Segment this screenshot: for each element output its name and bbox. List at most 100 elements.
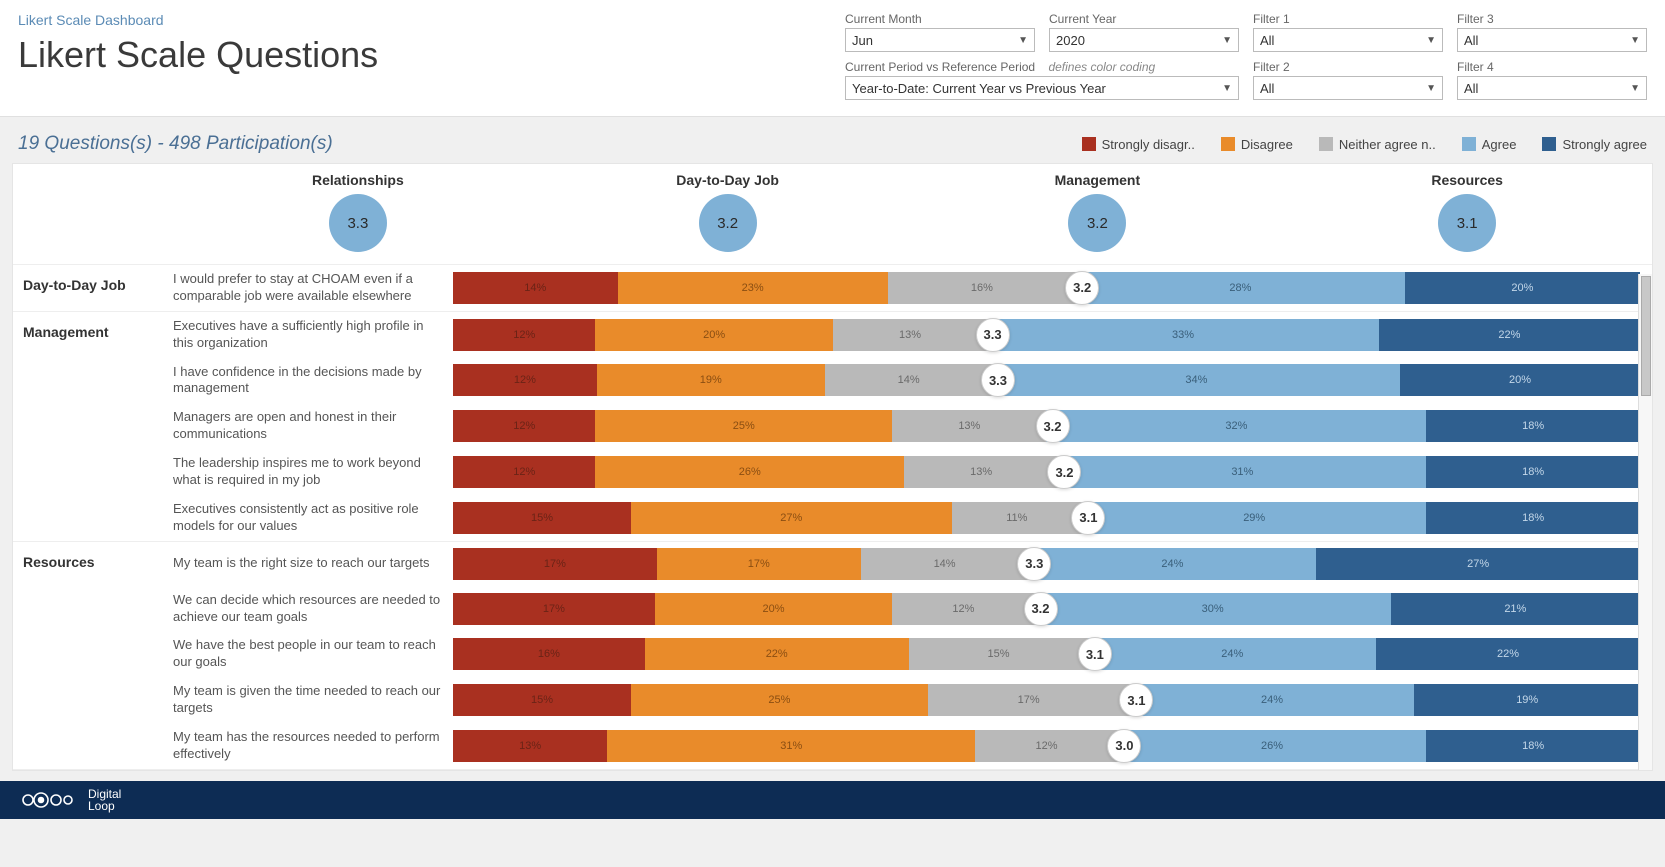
scroll-thumb[interactable]: [1641, 276, 1651, 396]
bar-segment[interactable]: 13%: [833, 319, 987, 351]
bar-segment[interactable]: 22%: [1376, 638, 1640, 670]
bar-segment[interactable]: 29%: [1082, 502, 1426, 534]
score-badge[interactable]: 3.2: [1036, 409, 1070, 443]
legend-item[interactable]: Disagree: [1221, 137, 1293, 152]
bar-segment[interactable]: 20%: [1405, 272, 1640, 304]
bar-segment[interactable]: 24%: [1029, 548, 1317, 580]
filter-select-2[interactable]: All ▼: [1253, 76, 1443, 100]
bar-segment[interactable]: 12%: [892, 593, 1034, 625]
category-score-bubble[interactable]: 3.2: [1068, 194, 1126, 252]
bar-segment[interactable]: 12%: [453, 456, 595, 488]
filter-select-3[interactable]: All ▼: [1457, 28, 1647, 52]
filter-select-4[interactable]: All ▼: [1457, 76, 1647, 100]
bar-segment[interactable]: 18%: [1426, 456, 1640, 488]
bar-segment[interactable]: 30%: [1035, 593, 1391, 625]
group-label: [13, 588, 173, 598]
bar-segment[interactable]: 15%: [909, 638, 1089, 670]
score-badge[interactable]: 3.0: [1107, 729, 1141, 763]
bar-segment[interactable]: 24%: [1130, 684, 1415, 716]
bar-segment[interactable]: 31%: [607, 730, 975, 762]
bar-segment[interactable]: 17%: [453, 593, 655, 625]
bar-segment[interactable]: 12%: [453, 410, 595, 442]
category-score-bubble[interactable]: 3.3: [329, 194, 387, 252]
bar-segment[interactable]: 19%: [1414, 684, 1640, 716]
chevron-down-icon: ▼: [1222, 35, 1232, 46]
bar-segment[interactable]: 32%: [1046, 410, 1426, 442]
bar-segment[interactable]: 17%: [657, 548, 861, 580]
bar-segment[interactable]: 16%: [453, 638, 645, 670]
legend-swatch: [1542, 137, 1556, 151]
bar-segment[interactable]: 27%: [631, 502, 951, 534]
score-badge[interactable]: 3.2: [1024, 592, 1058, 626]
legend-label: Neither agree n..: [1339, 137, 1436, 152]
breadcrumb[interactable]: Likert Scale Dashboard: [18, 12, 845, 28]
filter-select-year[interactable]: 2020 ▼: [1049, 28, 1239, 52]
bar-segment[interactable]: 26%: [595, 456, 904, 488]
bar-segment[interactable]: 16%: [888, 272, 1076, 304]
legend-item[interactable]: Agree: [1462, 137, 1517, 152]
filter-value: Year-to-Date: Current Year vs Previous Y…: [852, 81, 1106, 96]
bar-segment[interactable]: 19%: [597, 364, 825, 396]
bar-segment[interactable]: 13%: [892, 410, 1046, 442]
filter-select-1[interactable]: All ▼: [1253, 28, 1443, 52]
stacked-bar[interactable]: 14%23%16%28%20%: [453, 272, 1640, 304]
bar-segment[interactable]: 25%: [631, 684, 928, 716]
legend-item[interactable]: Strongly disagr..: [1082, 137, 1195, 152]
score-badge[interactable]: 3.3: [981, 363, 1015, 397]
score-badge[interactable]: 3.2: [1065, 271, 1099, 305]
legend-item[interactable]: Neither agree n..: [1319, 137, 1436, 152]
bar-segment[interactable]: 18%: [1426, 502, 1640, 534]
score-badge[interactable]: 3.3: [976, 318, 1010, 352]
bar-segment[interactable]: 31%: [1058, 456, 1426, 488]
bar-segment[interactable]: 11%: [952, 502, 1083, 534]
stacked-bar[interactable]: 13%31%12%26%18%: [453, 730, 1640, 762]
score-badge[interactable]: 3.1: [1078, 637, 1112, 671]
bar-segment[interactable]: 22%: [1379, 319, 1640, 351]
bar-segment[interactable]: 21%: [1391, 593, 1640, 625]
bar-segment[interactable]: 34%: [993, 364, 1401, 396]
stacked-bar[interactable]: 12%19%14%34%20%: [453, 364, 1640, 396]
category-score-bubble[interactable]: 3.1: [1438, 194, 1496, 252]
bar-segment[interactable]: 20%: [655, 593, 892, 625]
filter-select-period[interactable]: Year-to-Date: Current Year vs Previous Y…: [845, 76, 1239, 100]
stacked-bar[interactable]: 15%27%11%29%18%: [453, 502, 1640, 534]
bar-segment[interactable]: 20%: [595, 319, 832, 351]
category-score-bubble[interactable]: 3.2: [699, 194, 757, 252]
bar-segment[interactable]: 33%: [987, 319, 1379, 351]
bar-segment[interactable]: 27%: [1316, 548, 1640, 580]
bar-segment[interactable]: 14%: [825, 364, 993, 396]
scrollbar-vertical[interactable]: [1638, 274, 1652, 770]
score-badge[interactable]: 3.1: [1119, 683, 1153, 717]
bar-segment[interactable]: 28%: [1076, 272, 1405, 304]
bar-segment[interactable]: 12%: [453, 319, 595, 351]
question-text: My team is given the time needed to reac…: [173, 679, 453, 721]
legend-item[interactable]: Strongly agree: [1542, 137, 1647, 152]
bar-segment[interactable]: 17%: [928, 684, 1130, 716]
bar-segment[interactable]: 20%: [1400, 364, 1640, 396]
score-badge[interactable]: 3.1: [1071, 501, 1105, 535]
bar-segment[interactable]: 18%: [1426, 730, 1640, 762]
bar-segment[interactable]: 24%: [1088, 638, 1376, 670]
bar-segment[interactable]: 15%: [453, 684, 631, 716]
score-badge[interactable]: 3.3: [1017, 547, 1051, 581]
bar-segment[interactable]: 22%: [645, 638, 909, 670]
bar-segment[interactable]: 23%: [618, 272, 888, 304]
bar-segment[interactable]: 12%: [453, 364, 597, 396]
stacked-bar[interactable]: 15%25%17%24%19%: [453, 684, 1640, 716]
bar-segment[interactable]: 14%: [861, 548, 1029, 580]
bar-segment[interactable]: 13%: [453, 730, 607, 762]
bar-segment[interactable]: 25%: [595, 410, 892, 442]
bar-segment[interactable]: 15%: [453, 502, 631, 534]
bar-segment[interactable]: 17%: [453, 548, 657, 580]
stacked-bar[interactable]: 12%20%13%33%22%: [453, 319, 1640, 351]
bar-segment[interactable]: 18%: [1426, 410, 1640, 442]
filter-select-month[interactable]: Jun ▼: [845, 28, 1035, 52]
bar-segment[interactable]: 14%: [453, 272, 618, 304]
bar-segment[interactable]: 12%: [975, 730, 1117, 762]
filter-label: Filter 3: [1457, 12, 1647, 26]
bar-segment[interactable]: 13%: [904, 456, 1058, 488]
question-row: My team has the resources needed to perf…: [13, 723, 1652, 769]
score-badge[interactable]: 3.2: [1047, 455, 1081, 489]
bar-segment[interactable]: 26%: [1118, 730, 1427, 762]
stacked-bar[interactable]: 16%22%15%24%22%: [453, 638, 1640, 670]
